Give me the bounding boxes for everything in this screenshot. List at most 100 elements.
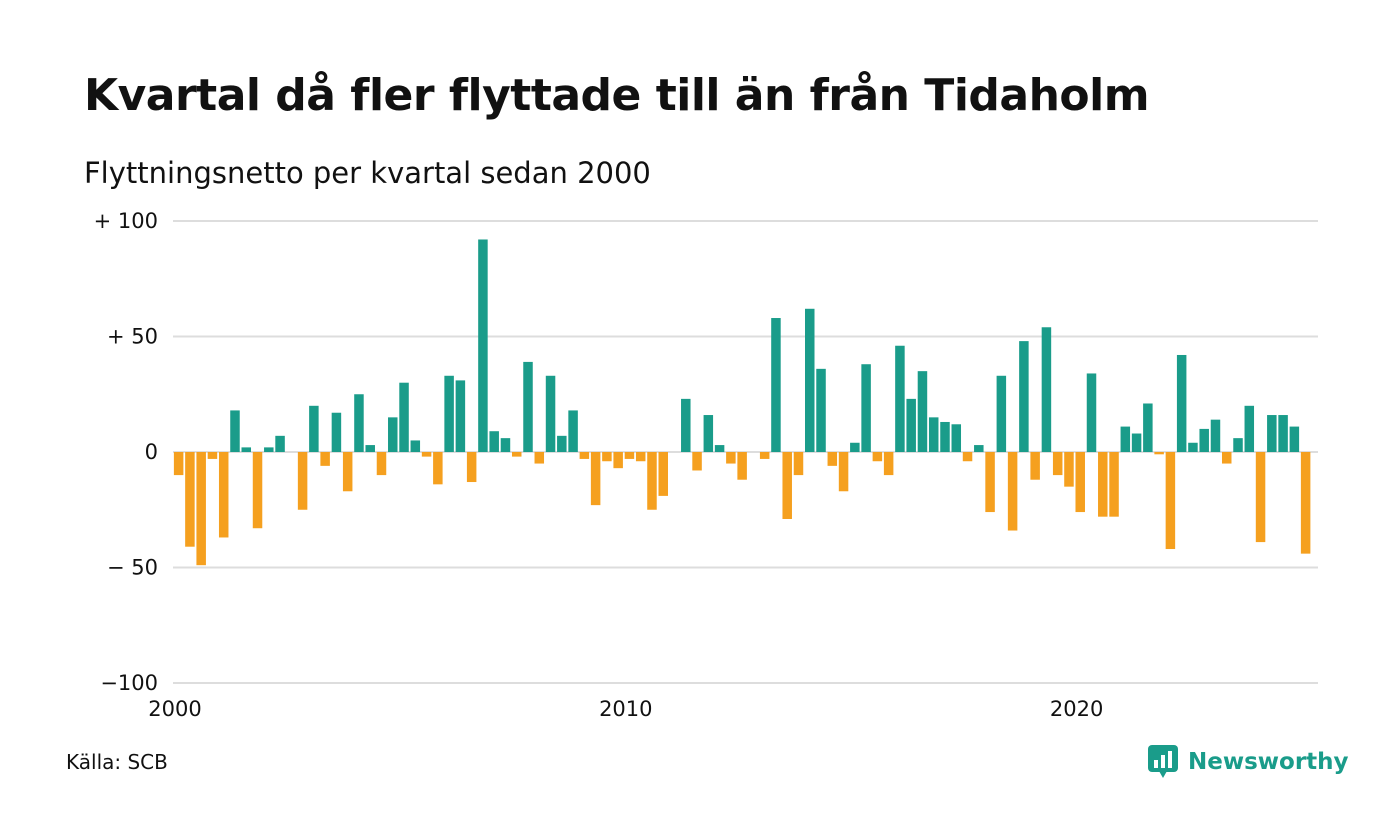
y-tick-label: − 50 [107,556,158,580]
y-tick-label: + 50 [107,325,158,349]
bar-2008-k4 [568,410,578,452]
y-tick-label: + 100 [94,209,158,233]
y-axis-ticks: + 100 + 50 0 − 50 −100 [94,209,158,695]
bar-2023-k2 [1221,452,1232,464]
bar-2005-k3 [421,452,432,457]
bar-2017-k3 [962,452,973,462]
bar-2005-k1 [399,382,409,452]
bar-2005-k4 [433,452,443,485]
bar-2018-k2 [996,375,1007,452]
bar-2013-k1 [759,452,770,459]
bars [173,239,1311,566]
y-tick-label: −100 [100,671,158,695]
bar-2004-k2 [365,445,375,452]
bar-2017-k2 [951,424,962,452]
bar-2024-k3 [1278,415,1288,452]
bar-2018-k3 [1007,452,1018,531]
bar-2001-k4 [252,452,263,529]
bar-2006-k4 [478,239,488,452]
bar-2016-k2 [906,398,916,452]
bar-2003-k3 [331,412,342,452]
bar-2021-k4 [1154,452,1164,455]
bar-2003-k2 [320,452,330,466]
bar-2014-k1 [805,308,815,452]
x-tick-label: 2000 [148,697,201,721]
bar-2013-k4 [793,452,804,476]
x-tick-label: 2020 [1050,697,1103,721]
bar-2016-k3 [917,371,928,452]
bar-2007-k4 [523,361,533,452]
bar-2001-k3 [241,447,252,452]
bar-2020-k4 [1109,452,1119,517]
bar-2021-k3 [1143,403,1153,452]
bar-2002-k1 [264,447,274,452]
bar-2010-k2 [635,452,646,462]
bar-2015-k1 [850,442,860,452]
bar-2005-k2 [410,440,421,452]
bar-2015-k4 [883,452,894,476]
bar-2012-k3 [737,452,747,480]
bar-2013-k3 [782,452,792,519]
bar-2017-k4 [974,445,984,452]
bar-2014-k4 [838,452,849,492]
bar-2014-k2 [816,368,826,452]
bar-2024-k4 [1289,426,1300,452]
bar-2011-k3 [692,452,702,471]
bar-2009-k1 [579,452,590,459]
bar-2006-k2 [455,380,466,452]
bar-2015-k2 [861,364,871,452]
bar-2024-k1 [1255,452,1266,543]
bar-2000-k4 [207,452,218,459]
bar-2006-k3 [466,452,477,483]
bar-2017-k1 [940,421,950,452]
bar-2020-k1 [1075,452,1085,513]
bar-2019-k4 [1064,452,1074,487]
bar-2004-k4 [388,417,398,452]
bar-2007-k2 [500,438,511,452]
bar-2014-k3 [827,452,838,466]
bar-2022-k1 [1165,452,1176,550]
bar-2010-k4 [658,452,668,496]
bar-2016-k4 [928,417,939,452]
bar-2016-k1 [895,345,905,452]
brand-logo[interactable]: Newsworthy [1148,744,1349,780]
bar-2015-k3 [872,452,883,462]
newsworthy-logo-icon [1148,745,1178,779]
bar-2002-k4 [297,452,308,510]
bar-2008-k1 [534,452,545,464]
bar-2013-k2 [771,318,781,452]
bar-2003-k4 [342,452,353,492]
bar-2007-k3 [511,452,522,457]
bar-2025-k1 [1300,452,1311,554]
bar-2008-k3 [557,435,567,452]
bar-2001-k1 [218,452,229,538]
y-tick-label: 0 [145,440,158,464]
bar-2006-k1 [444,375,454,452]
source-note: Källa: SCB [66,750,168,774]
bar-2003-k1 [309,405,319,452]
bar-2019-k1 [1030,452,1040,480]
bar-2020-k3 [1098,452,1108,517]
bar-2010-k1 [624,452,635,459]
bar-2000-k1 [173,452,184,476]
brand-name: Newsworthy [1188,749,1349,775]
bar-2022-k3 [1188,442,1198,452]
bar-2007-k1 [489,431,499,452]
bar-2019-k2 [1041,327,1052,452]
bar-2022-k4 [1199,428,1209,452]
bar-2018-k1 [985,452,995,513]
x-tick-label: 2010 [599,697,652,721]
bar-2023-k3 [1233,438,1243,452]
bar-2009-k3 [602,452,612,462]
bar-2023-k4 [1244,405,1255,452]
bar-2020-k2 [1086,373,1097,452]
bar-2021-k2 [1131,433,1142,452]
bar-2018-k4 [1019,341,1029,452]
bar-2000-k3 [196,452,206,566]
bar-2009-k4 [613,452,623,469]
bar-2011-k2 [681,398,691,452]
bar-2021-k1 [1120,426,1131,452]
chart-subtitle: Flyttningsnetto per kvartal sedan 2000 [84,156,651,190]
bar-2004-k1 [354,394,364,452]
